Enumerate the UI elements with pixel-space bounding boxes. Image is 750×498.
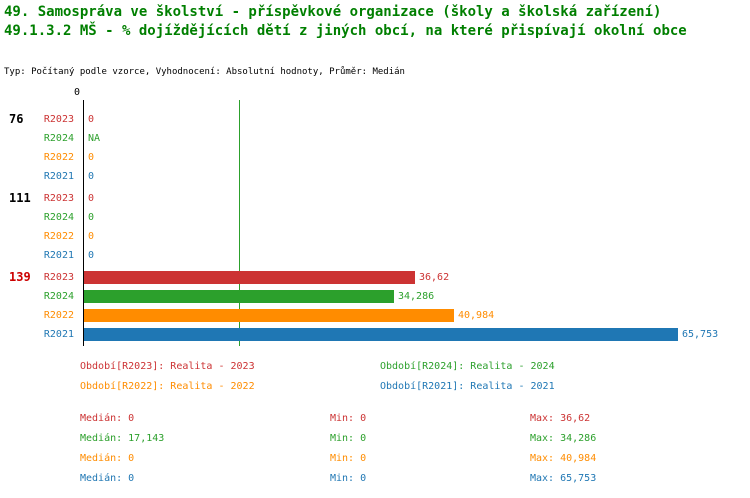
legend-item-r2021: Období[R2021]: Realita - 2021	[380, 381, 555, 392]
y-axis-line	[83, 100, 84, 346]
bar-row: R2022 0	[0, 151, 750, 164]
stat-max-r2021: Max: 65,753	[530, 473, 597, 484]
legend-item-r2024: Období[R2024]: Realita - 2024	[380, 361, 555, 372]
stat-median-r2021: Medián: 0	[80, 473, 135, 484]
stat-median-r2023: Medián: 0	[80, 413, 135, 424]
bar-row: R2024 0	[0, 211, 750, 224]
bar-row: R2021 0	[0, 170, 750, 183]
median-line	[239, 100, 240, 346]
value-label: 0	[88, 250, 95, 261]
legend-item-r2022: Období[R2022]: Realita - 2022	[80, 381, 255, 392]
group-label-111: 111	[9, 191, 31, 205]
value-label: 65,753	[682, 329, 719, 340]
bar-chart: 0 76 111 139 R2023 0 R2024 NA R2022 0 R2…	[0, 87, 750, 346]
value-label: 0	[88, 193, 95, 204]
chart-subtitle: Typ: Počítaný podle vzorce, Vyhodnocení:…	[4, 67, 405, 77]
bar-row: R2024 NA	[0, 132, 750, 145]
series-label: R2022	[43, 152, 74, 163]
stat-median-r2022: Medián: 0	[80, 453, 135, 464]
bar-row: R2023 0	[0, 113, 750, 126]
series-label: R2024	[43, 291, 74, 302]
series-label: R2022	[43, 231, 74, 242]
stat-min-r2021: Min: 0	[330, 473, 367, 484]
chart-title-line1: 49. Samospráva ve školství - příspěvkové…	[4, 4, 662, 20]
value-bar	[84, 290, 394, 303]
series-label: R2022	[43, 310, 74, 321]
stat-max-r2024: Max: 34,286	[530, 433, 597, 444]
series-label: R2024	[43, 212, 74, 223]
stat-min-r2022: Min: 0	[330, 453, 367, 464]
value-label: 0	[88, 171, 95, 182]
value-label: 34,286	[398, 291, 435, 302]
value-label: 36,62	[419, 272, 450, 283]
series-label: R2023	[43, 193, 74, 204]
chart-title-line2: 49.1.3.2 MŠ - % dojíždějících dětí z jin…	[4, 23, 687, 39]
value-bar	[84, 328, 678, 341]
bar-row: R2024 34,286	[0, 290, 750, 303]
value-bar	[84, 309, 454, 322]
bar-row: R2023 0	[0, 192, 750, 205]
stat-min-r2024: Min: 0	[330, 433, 367, 444]
value-bar	[84, 271, 415, 284]
value-label: 0	[88, 152, 95, 163]
series-label: R2021	[43, 250, 74, 261]
group-label-139-highlighted: 139	[9, 270, 31, 284]
stat-max-r2023: Max: 36,62	[530, 413, 591, 424]
series-label: R2023	[43, 114, 74, 125]
series-label: R2021	[43, 171, 74, 182]
stat-median-r2024: Medián: 17,143	[80, 433, 165, 444]
value-label: NA	[88, 133, 101, 144]
stat-min-r2023: Min: 0	[330, 413, 367, 424]
value-label: 0	[88, 212, 95, 223]
value-label: 0	[88, 231, 95, 242]
x-axis-zero-label: 0	[74, 87, 81, 98]
group-label-76: 76	[9, 112, 24, 126]
bar-row: R2022 0	[0, 230, 750, 243]
stat-max-r2022: Max: 40,984	[530, 453, 597, 464]
series-label: R2024	[43, 133, 74, 144]
value-label: 0	[88, 114, 95, 125]
value-label: 40,984	[458, 310, 495, 321]
bar-row: R2021 65,753	[0, 328, 750, 341]
bar-row: R2023 36,62	[0, 271, 750, 284]
series-label: R2021	[43, 329, 74, 340]
bar-row: R2021 0	[0, 249, 750, 262]
series-label: R2023	[43, 272, 74, 283]
bar-row: R2022 40,984	[0, 309, 750, 322]
legend-item-r2023: Období[R2023]: Realita - 2023	[80, 361, 255, 372]
